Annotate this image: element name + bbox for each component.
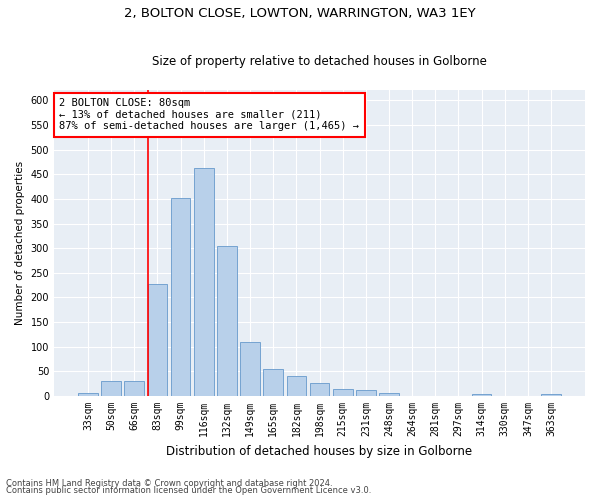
Text: 2 BOLTON CLOSE: 80sqm
← 13% of detached houses are smaller (211)
87% of semi-det: 2 BOLTON CLOSE: 80sqm ← 13% of detached …	[59, 98, 359, 132]
Bar	[263, 370, 283, 396]
Bar	[101, 382, 121, 396]
Bar	[78, 392, 98, 396]
Bar	[356, 390, 376, 396]
Bar	[148, 284, 167, 396]
Text: 2, BOLTON CLOSE, LOWTON, WARRINGTON, WA3 1EY: 2, BOLTON CLOSE, LOWTON, WARRINGTON, WA3…	[124, 8, 476, 20]
Bar	[310, 382, 329, 396]
Text: Contains HM Land Registry data © Crown copyright and database right 2024.: Contains HM Land Registry data © Crown c…	[6, 478, 332, 488]
Bar	[240, 342, 260, 396]
Bar	[124, 382, 144, 396]
Bar	[472, 394, 491, 396]
Bar	[194, 168, 214, 396]
Text: Contains public sector information licensed under the Open Government Licence v3: Contains public sector information licen…	[6, 486, 371, 495]
Bar	[541, 394, 561, 396]
Bar	[379, 392, 399, 396]
Bar	[287, 376, 306, 396]
Y-axis label: Number of detached properties: Number of detached properties	[15, 161, 25, 326]
Bar	[333, 389, 353, 396]
Bar	[171, 198, 190, 396]
Title: Size of property relative to detached houses in Golborne: Size of property relative to detached ho…	[152, 56, 487, 68]
Bar	[217, 246, 237, 396]
X-axis label: Distribution of detached houses by size in Golborne: Distribution of detached houses by size …	[166, 444, 473, 458]
